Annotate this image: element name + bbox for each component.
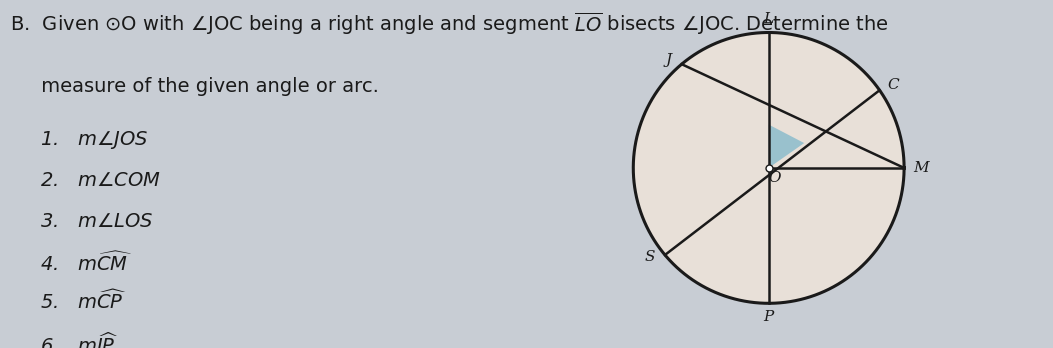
Text: O: O xyxy=(768,171,780,185)
Text: 5.   m$\widehat{CP}$: 5. m$\widehat{CP}$ xyxy=(40,289,126,313)
Text: 6.   m$\widehat{JP}$: 6. m$\widehat{JP}$ xyxy=(40,331,118,348)
Text: 4.   m$\widehat{CM}$: 4. m$\widehat{CM}$ xyxy=(40,251,132,275)
Text: B.  Given $\odot$O with $\angle$JOC being a right angle and segment $\overline{L: B. Given $\odot$O with $\angle$JOC being… xyxy=(9,10,889,37)
Text: 2.   m$\angle$COM: 2. m$\angle$COM xyxy=(40,171,160,190)
Text: L: L xyxy=(763,12,774,26)
Polygon shape xyxy=(633,32,905,303)
Text: S: S xyxy=(644,250,655,264)
Text: measure of the given angle or arc.: measure of the given angle or arc. xyxy=(9,77,379,96)
Text: 1.   m$\angle$JOS: 1. m$\angle$JOS xyxy=(40,129,148,151)
Text: J: J xyxy=(665,53,672,68)
Text: C: C xyxy=(887,78,898,92)
Text: 3.   m$\angle$LOS: 3. m$\angle$LOS xyxy=(40,212,154,231)
Text: M: M xyxy=(913,161,929,175)
Polygon shape xyxy=(769,125,804,168)
Text: P: P xyxy=(763,310,774,324)
